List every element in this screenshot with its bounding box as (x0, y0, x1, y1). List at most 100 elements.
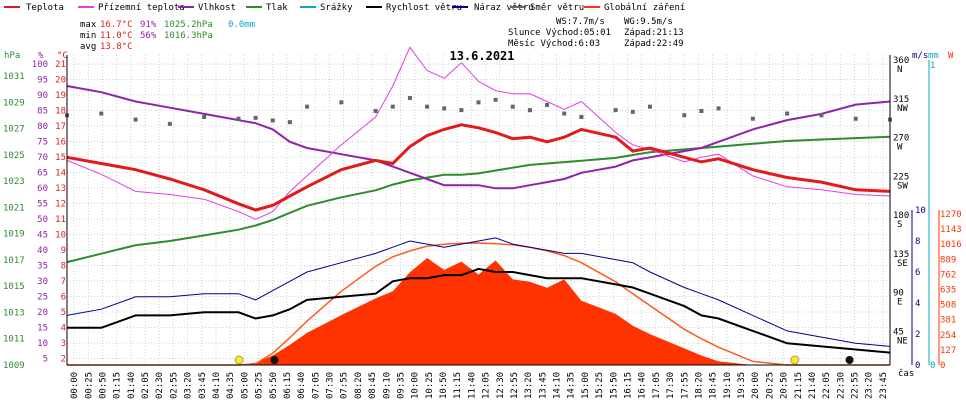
wind-direction-point (253, 115, 258, 120)
info-sun: Slunce Východ:05:01 (508, 28, 611, 38)
pressure-tick-label: 1015 (3, 282, 25, 292)
time-tick-label: 22:05 (822, 372, 832, 399)
humidity-tick-label: 35 (37, 262, 48, 272)
pressure-tick-label: 1017 (3, 256, 25, 266)
wind-direction-name-label: W (897, 143, 903, 153)
radiation-tick-label: 127 (940, 346, 956, 356)
humidity-tick-label: 70 (37, 153, 48, 163)
time-tick-label: 05:25 (255, 372, 265, 399)
time-tick-label: 18:20 (694, 372, 704, 399)
stats-max-hum: 91% (140, 20, 157, 30)
wind-direction-point (442, 106, 447, 111)
temperature-tick-label: 9 (61, 246, 66, 256)
stats-block: max 16.7°C 91% 1025.2hPa 0.0mm min 11.0°… (80, 20, 255, 52)
series-ground-temperature (66, 46, 891, 220)
wind-direction-point (682, 113, 687, 118)
temperature-tick-label: 13 (55, 184, 66, 194)
wind-direction-name-label: SE (897, 259, 908, 269)
time-tick-label: 19:10 (723, 372, 733, 399)
time-tick-label: 15:25 (595, 372, 605, 399)
unit-time: čas (898, 368, 914, 379)
pressure-tick-label: 1019 (3, 230, 25, 240)
stats-max-press: 1025.2hPa (164, 20, 213, 30)
radiation-tick-label: 635 (940, 286, 956, 296)
wind-direction-point (527, 108, 532, 113)
temperature-tick-label: 2 (61, 355, 66, 365)
legend-temperature: Teplota (26, 3, 64, 13)
series-global-radiation (67, 258, 890, 365)
pressure-tick-label: 1025 (3, 151, 25, 161)
stats-min-temp: 11.0°C (100, 31, 133, 41)
time-tick-label: 05:00 (240, 372, 250, 399)
radiation-tick-label: 889 (940, 255, 956, 265)
time-tick-label: 21:15 (794, 372, 804, 399)
series-pressure (66, 135, 891, 264)
time-tick-label: 05:50 (269, 372, 279, 399)
unit-degc: °C (57, 51, 68, 61)
info-sun-set: Západ:21:13 (624, 28, 684, 38)
time-tick-label: 00:00 (70, 372, 80, 399)
time-tick-label: 14:35 (567, 372, 577, 399)
wind-direction-point (305, 104, 310, 109)
unit-pct: % (38, 51, 44, 61)
temperature-tick-label: 7 (61, 277, 66, 287)
wind-direction-point (853, 116, 858, 121)
wind-direction-point (750, 116, 755, 121)
time-tick-label: 20:00 (751, 372, 761, 399)
unit-w: W (948, 51, 954, 61)
wind-speed-tick-label: 10 (915, 206, 926, 216)
temperature-tick-label: 14 (55, 169, 66, 179)
stats-min-hum: 56% (140, 31, 157, 41)
time-tick-label: 12:55 (510, 372, 520, 399)
wind-direction-point (287, 120, 292, 125)
time-tick-label: 13:20 (524, 372, 534, 399)
time-tick-label: 03:45 (198, 372, 208, 399)
radiation-tick-label: 381 (940, 316, 956, 326)
time-tick-label: 09:10 (382, 372, 392, 399)
wind-direction-point (459, 108, 464, 113)
wind-direction-point (647, 104, 652, 109)
wind-direction-point (407, 96, 412, 101)
time-tick-label: 22:30 (836, 372, 846, 399)
temperature-tick-label: 12 (55, 200, 66, 210)
info-ws: WS:7.7m/s (556, 17, 605, 27)
humidity-tick-label: 5 (43, 355, 48, 365)
legend-humidity: Vlhkost (198, 3, 236, 13)
series-theoretical-radiation (67, 242, 890, 366)
info-moon: Měsíc Východ:6:03 (508, 39, 600, 49)
time-tick-label: 10:00 (411, 372, 421, 399)
radiation-tick-label: 762 (940, 270, 956, 280)
pressure-tick-label: 1021 (3, 203, 25, 213)
time-tick-label: 11:40 (467, 372, 477, 399)
wind-direction-tick-label: 135 (893, 250, 909, 260)
temperature-tick-label: 6 (61, 293, 66, 303)
wind-direction-point (716, 106, 721, 111)
wind-speed-tick-label: 0 (915, 361, 920, 371)
humidity-tick-label: 45 (37, 231, 48, 241)
time-tick-label: 00:25 (84, 372, 94, 399)
wind-direction-name-label: N (897, 65, 902, 75)
wind-direction-point (819, 113, 824, 118)
time-tick-label: 01:40 (127, 372, 137, 399)
wind-direction-point (373, 108, 378, 113)
time-tick-label: 04:10 (212, 372, 222, 399)
temperature-tick-label: 19 (55, 91, 66, 101)
temperature-tick-label: 17 (55, 122, 66, 132)
wind-direction-tick-label: 360 (893, 56, 909, 66)
legend: Teplota Přízemní teplota Vlhkost Tlak Sr… (4, 3, 685, 13)
wind-direction-point (476, 100, 481, 105)
time-tick-label: 00:50 (98, 372, 108, 399)
radiation-tick-label: 1270 (940, 210, 962, 220)
moonset-marker (845, 356, 854, 364)
chart-title: 13.6.2021 (449, 49, 514, 63)
humidity-tick-label: 95 (37, 76, 48, 86)
time-tick-label: 23:45 (879, 372, 889, 399)
humidity-tick-label: 20 (37, 308, 48, 318)
wind-direction-point (630, 109, 635, 114)
legend-wind-gust: Náraz větru (474, 3, 534, 13)
series-wind-speed (67, 267, 891, 354)
wind-direction-name-label: SW (897, 181, 908, 191)
temperature-tick-label: 11 (55, 215, 66, 225)
wind-direction-tick-label: 315 (893, 95, 909, 105)
pressure-tick-label: 1031 (3, 72, 25, 82)
